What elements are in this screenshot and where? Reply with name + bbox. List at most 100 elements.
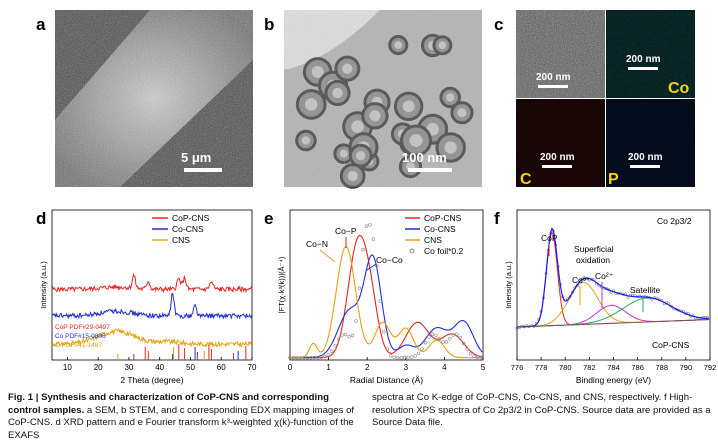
panel-f: f 776 778 780 782 784 786 788 790 792 Binding ene… (494, 209, 716, 385)
exafs-x-tick-label: 3 (404, 363, 409, 372)
xrd-y-axis-label: Intensity (a.u.) (39, 261, 48, 309)
exafs-foil-point (406, 355, 410, 360)
xrd-series-CNS (51, 328, 253, 349)
exafs-foil-point (396, 355, 400, 360)
xps-x-tick-label: 784 (607, 363, 620, 372)
xps-sample-label: CoP-CNS (652, 340, 690, 350)
exafs-foil-point (427, 335, 431, 339)
xps-component-Satellite (517, 297, 709, 328)
exafs-foil-point (354, 319, 358, 323)
exafs-foil-point (434, 333, 438, 337)
exafs-foil-point (472, 354, 476, 358)
xrd-chart: 10 20 30 40 50 60 70 2 Theta (degree) Intensity … (39, 209, 257, 385)
panel-d: d 10 20 30 40 50 60 70 2 Theta (degree) Intensit… (36, 209, 257, 385)
scale-bar-a (184, 168, 222, 172)
xps-x-tick-label: 778 (535, 363, 548, 372)
exafs-foil-point (416, 351, 421, 356)
exafs-foil-point (479, 355, 483, 360)
scale-bar-c-c (542, 165, 572, 168)
edx-co-dots-2 (606, 10, 695, 98)
exafs-foil-point (340, 333, 344, 337)
xrd-ref-label: CoP PDF#29-0497 (55, 324, 110, 331)
xps-x-tick-label: 790 (680, 363, 693, 372)
exafs-foil-point (444, 340, 448, 344)
xrd-axes-frame (51, 209, 253, 361)
exafs-axes-frame (289, 209, 484, 361)
exafs-foil-point (475, 355, 480, 359)
edx-c-dots (516, 99, 605, 187)
exafs-foil-point (468, 352, 473, 356)
xrd-series-Co-CNS (51, 293, 253, 320)
xps-annotation-co2: Co²⁺ (595, 271, 614, 281)
exafs-foil-point (423, 341, 428, 345)
xps-chart: 776 778 780 782 784 786 788 790 792 Binding energ… (504, 209, 716, 385)
xrd-x-tick-label: 60 (217, 363, 226, 372)
exafs-x-tick-label: 5 (481, 363, 486, 372)
exafs-foil-point (302, 356, 306, 360)
exafs-legend-label: Co foil*0.2 (424, 246, 463, 256)
xps-y-axis-label: Intensity (a.u.) (504, 261, 513, 309)
exafs-foil-point (343, 332, 348, 337)
exafs-x-tick-label: 4 (442, 363, 447, 372)
exafs-foil-point (347, 334, 351, 339)
exafs-foil-point (455, 332, 459, 336)
exafs-legend-label: CoP-CNS (424, 213, 462, 223)
panel-label-d: d (36, 209, 46, 228)
scale-bar-c-p (630, 165, 660, 168)
exafs-y-axis-label: |FT(χ·k³(k))|(Å⁻⁴) (277, 256, 286, 313)
xrd-ref-label: Co PDF#15-0806 (55, 333, 106, 340)
scale-bar-b (408, 168, 452, 172)
edx-image-texture (516, 10, 605, 98)
scale-bar-c-p-label: 200 nm (628, 152, 663, 163)
exafs-x-tick-label: 0 (288, 363, 293, 372)
xrd-x-tick-label: 70 (248, 363, 257, 372)
xps-x-tick-label: 788 (655, 363, 668, 372)
scale-bar-c-c-label: 200 nm (540, 152, 575, 163)
figure-1: a 5 μm b 100 nm c 200 nm 200 nm Co 200 n… (36, 10, 716, 385)
xps-annotation-oxidation: oxidation (576, 255, 610, 265)
exafs-foil-point (399, 356, 403, 360)
exafs-foil-point (291, 356, 296, 360)
exafs-legend-label: CNS (424, 235, 442, 245)
xps-annotation-cop: CoP (541, 233, 558, 243)
panel-label-e: e (264, 209, 273, 228)
xrd-x-tick-label: 50 (186, 363, 195, 372)
scale-bar-c-image-label: 200 nm (536, 72, 571, 83)
exafs-foil-point (437, 337, 442, 341)
scale-bar-c-image (538, 85, 568, 88)
edx-p-dots (606, 99, 695, 187)
exafs-foil-point (382, 330, 386, 334)
exafs-foil-point (316, 355, 320, 360)
panel-b: b 100 nm (264, 10, 482, 189)
xps-x-tick-label: 782 (583, 363, 596, 372)
xps-annotation-superficial: Superficial (574, 244, 614, 254)
exafs-foil-point (378, 299, 382, 303)
panel-label-f: f (494, 209, 500, 228)
exafs-legend-swatch (409, 248, 415, 254)
exafs-legend-label: Co-CNS (424, 224, 456, 234)
xps-x-tick-label: 776 (511, 363, 524, 372)
sem-texture (55, 10, 253, 187)
exafs-foil-point (392, 355, 396, 359)
xps-x-tick-label: 780 (559, 363, 572, 372)
exafs-x-tick-label: 1 (326, 363, 331, 372)
edx-label-p: P (608, 171, 619, 188)
exafs-annotation-arrow (319, 249, 336, 263)
exafs-foil-point (309, 356, 313, 360)
exafs-foil-point (336, 337, 341, 341)
exafs-foil-point (371, 237, 376, 241)
xrd-legend-label: CoP-CNS (172, 213, 210, 223)
xps-x-tick-label: 786 (631, 363, 644, 372)
exafs-foil-point (305, 356, 310, 360)
exafs-foil-point (409, 355, 414, 359)
panel-label-c: c (494, 15, 503, 34)
exafs-annotation-co-co: Co−Co (376, 255, 403, 265)
xps-x-axis-label: Binding energy (eV) (576, 375, 651, 385)
scale-bar-c-co-label: 200 nm (626, 54, 661, 65)
exafs-foil-point (350, 333, 355, 338)
xrd-x-axis-label: 2 Theta (degree) (120, 375, 183, 385)
scale-bar-a-label: 5 μm (181, 150, 211, 165)
exafs-foil-point (465, 347, 469, 352)
xps-background (516, 319, 711, 328)
exafs-foil-point (361, 247, 365, 252)
